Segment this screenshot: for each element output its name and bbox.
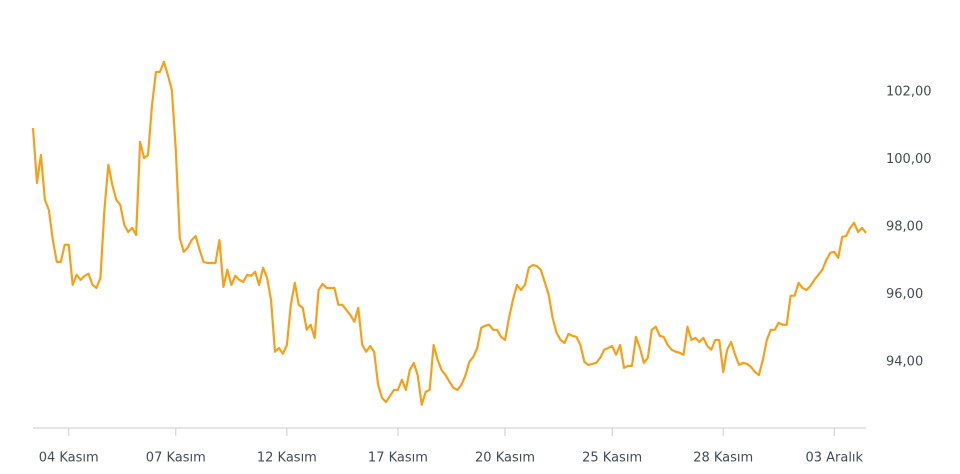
x-tick-label: 25 Kasım (582, 451, 642, 466)
x-tick-label: 03 Aralık (805, 451, 863, 466)
x-tick-label: 07 Kasım (146, 451, 206, 466)
y-tick-label: 100,00 (886, 152, 932, 167)
x-tick-label: 20 Kasım (475, 451, 535, 466)
y-tick-label: 96,00 (886, 287, 923, 302)
x-tick-label: 17 Kasım (368, 451, 428, 466)
y-tick-label: 98,00 (886, 219, 923, 234)
y-tick-label: 94,00 (886, 354, 923, 369)
price-line (31, 60, 867, 406)
x-tick-label: 12 Kasım (257, 451, 317, 466)
x-tick-label: 28 Kasım (693, 451, 753, 466)
y-tick-label: 102,00 (886, 84, 932, 99)
x-tick-label: 04 Kasım (39, 451, 99, 466)
